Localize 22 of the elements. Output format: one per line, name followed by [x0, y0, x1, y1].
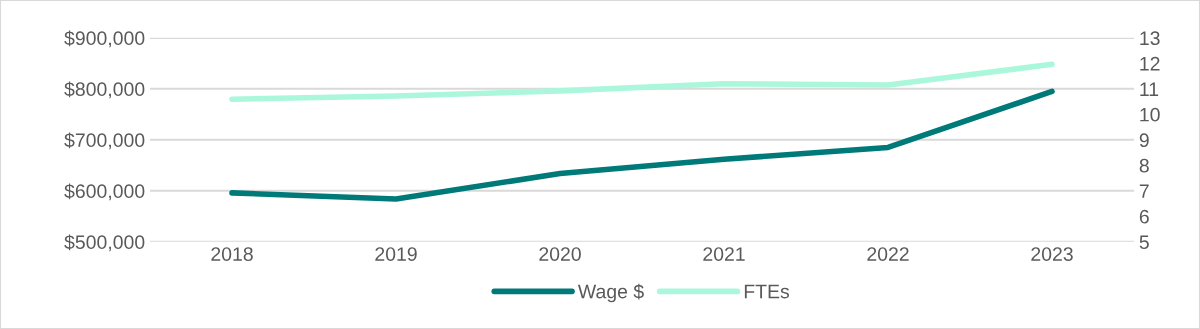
y2-tick-label: 6	[1139, 209, 1149, 224]
y2-tick-label: 8	[1139, 158, 1149, 173]
y-tick-label: $900,000	[64, 30, 145, 48]
y2-tick-label: 7	[1139, 184, 1149, 198]
legend-label: FTEs	[744, 284, 790, 299]
x-tick-label: 2019	[375, 247, 417, 261]
y2-tick-label: 11	[1140, 82, 1159, 96]
y2-tick-label: 10	[1140, 107, 1160, 122]
y2-tick-label: 12	[1140, 56, 1160, 71]
y2-tick-label: 13	[1140, 31, 1160, 46]
legend-label: Wage $	[577, 283, 644, 303]
x-tick-label: 2020	[539, 247, 581, 261]
y-tick-label: $700,000	[64, 132, 145, 150]
x-tick-label: 2018	[211, 247, 253, 261]
y-tick-label: $500,000	[64, 234, 145, 252]
y-tick-label: $600,000	[64, 183, 145, 201]
y2-tick-label: 9	[1139, 133, 1149, 148]
y2-tick-label: 5	[1139, 235, 1149, 250]
y-tick-label: $800,000	[64, 81, 145, 99]
x-tick-label: 2021	[703, 247, 745, 261]
x-tick-label: 2023	[1031, 247, 1073, 261]
x-tick-label: 2022	[867, 247, 909, 261]
